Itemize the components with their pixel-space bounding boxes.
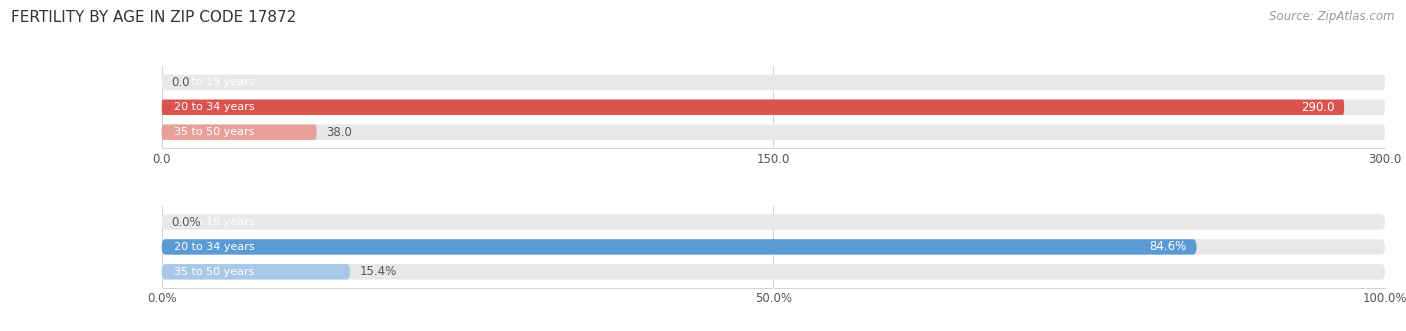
FancyBboxPatch shape — [162, 214, 1385, 230]
Text: 35 to 50 years: 35 to 50 years — [174, 127, 254, 137]
FancyBboxPatch shape — [162, 124, 1385, 140]
Text: 15 to 19 years: 15 to 19 years — [174, 217, 254, 227]
FancyBboxPatch shape — [162, 100, 1385, 115]
Text: 0.0%: 0.0% — [172, 215, 201, 228]
FancyBboxPatch shape — [162, 239, 1197, 255]
Text: 20 to 34 years: 20 to 34 years — [174, 242, 254, 252]
Text: 290.0: 290.0 — [1301, 101, 1334, 114]
Text: 0.0: 0.0 — [172, 76, 190, 89]
FancyBboxPatch shape — [162, 75, 1385, 90]
Text: 84.6%: 84.6% — [1150, 240, 1187, 254]
FancyBboxPatch shape — [162, 239, 1385, 255]
FancyBboxPatch shape — [162, 100, 1344, 115]
Text: 20 to 34 years: 20 to 34 years — [174, 102, 254, 112]
Text: 38.0: 38.0 — [326, 126, 353, 139]
FancyBboxPatch shape — [162, 264, 1385, 279]
Text: Source: ZipAtlas.com: Source: ZipAtlas.com — [1270, 10, 1395, 23]
Text: 15 to 19 years: 15 to 19 years — [174, 77, 254, 87]
Text: FERTILITY BY AGE IN ZIP CODE 17872: FERTILITY BY AGE IN ZIP CODE 17872 — [11, 10, 297, 25]
Text: 35 to 50 years: 35 to 50 years — [174, 267, 254, 277]
Text: 15.4%: 15.4% — [360, 265, 396, 278]
FancyBboxPatch shape — [162, 124, 316, 140]
FancyBboxPatch shape — [162, 264, 350, 279]
